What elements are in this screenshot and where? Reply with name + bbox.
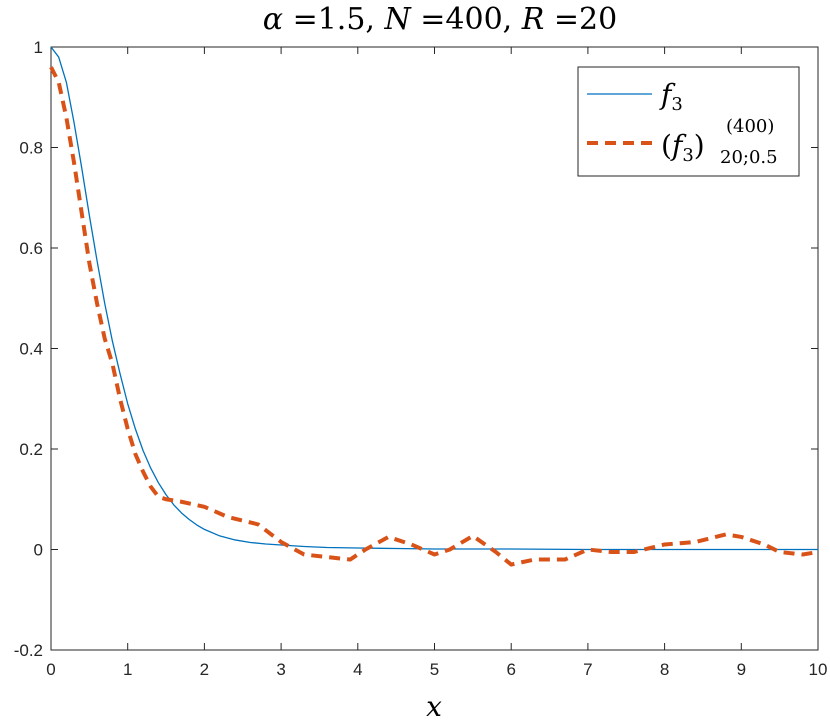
series-line-f3	[50, 46, 818, 551]
title-r-symbol: R	[521, 2, 545, 37]
title-alpha-symbol: α	[263, 2, 283, 37]
title-n-symbol: N	[384, 2, 413, 37]
legend: f3 (f3) (400) 20;0.5	[577, 66, 800, 177]
legend-f3-sub: 3	[671, 94, 682, 115]
axis-tick-labels: 0 1 2 3 4 5 6 7 8 9 10-0.200.20.40.60.81	[14, 38, 828, 679]
x-tick-label: 1	[123, 660, 132, 679]
y-tick-label: 0.6	[19, 239, 43, 258]
x-tick-label: 2	[200, 660, 209, 679]
y-tick-label: 0	[34, 541, 43, 560]
y-tick-label: 1	[34, 38, 43, 57]
legend-approx-superscript: (400)	[726, 116, 774, 137]
x-tick-label: 10	[809, 660, 828, 679]
y-tick-label: 0.2	[19, 440, 43, 459]
y-tick-label: -0.2	[14, 641, 43, 660]
x-tick-label: 6	[506, 660, 515, 679]
x-tick-label: 9	[737, 660, 746, 679]
legend-approx-sub: 3	[682, 145, 693, 166]
title-n-value: =400,	[411, 2, 522, 37]
x-tick-label: 8	[660, 660, 669, 679]
x-axis-label: x	[426, 690, 442, 723]
series-line-approx	[49, 66, 819, 567]
x-tick-label: 0	[46, 660, 55, 679]
x-tick-label: 4	[353, 660, 362, 679]
legend-box	[577, 66, 800, 177]
y-tick-label: 0.8	[19, 139, 43, 158]
x-tick-label: 5	[430, 660, 439, 679]
x-tick-label: 7	[583, 660, 592, 679]
legend-approx-subscript: 20;0.5	[720, 147, 778, 168]
legend-approx-close: )	[694, 129, 705, 162]
legend-approx-open: (	[661, 129, 672, 162]
title-r-value: =20	[544, 2, 617, 37]
axis-ticks	[50, 46, 819, 651]
chart-title: α =1.5, N =400, R =20	[263, 2, 617, 37]
series-layer	[49, 46, 819, 567]
title-alpha-value: =1.5,	[283, 2, 384, 37]
x-tick-label: 3	[276, 660, 285, 679]
y-tick-label: 0.4	[19, 340, 43, 359]
